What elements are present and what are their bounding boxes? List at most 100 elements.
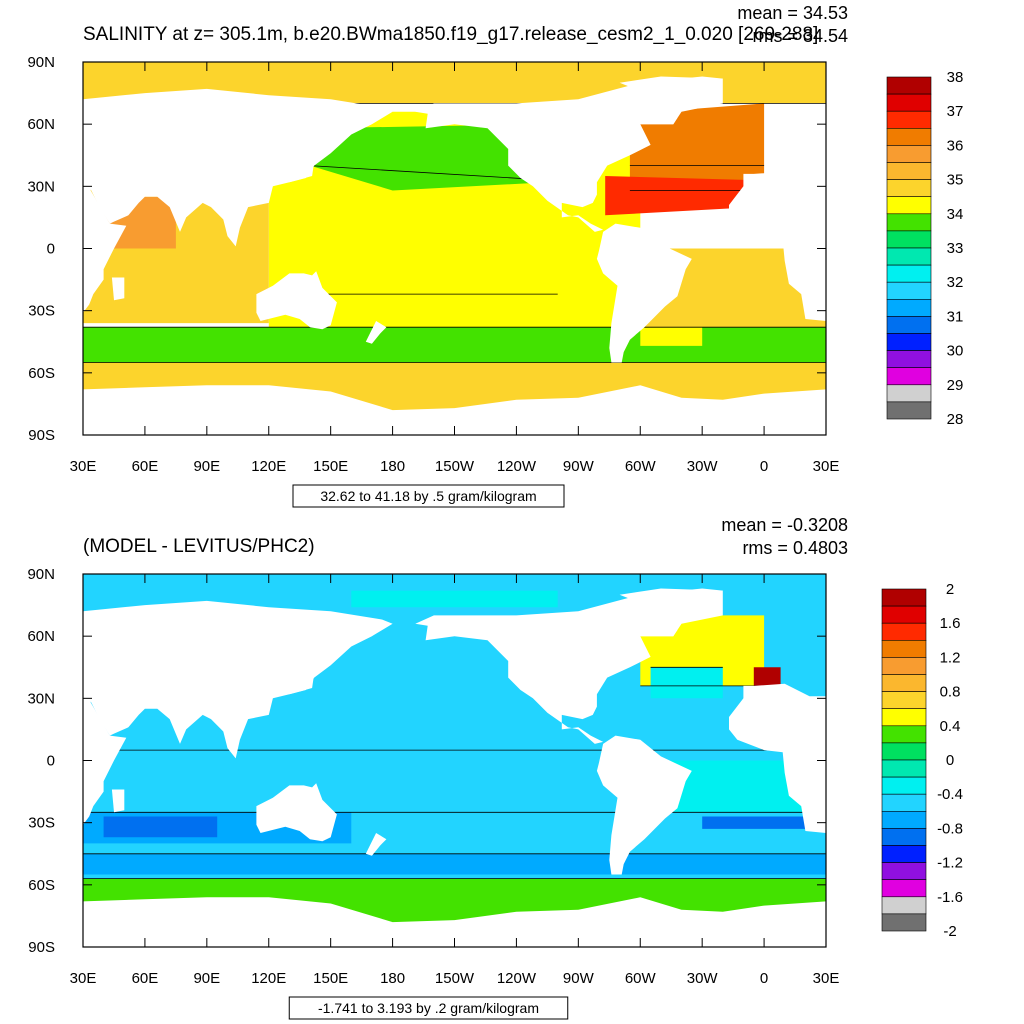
colorbar-label: 32: [947, 274, 964, 291]
colorbar-label: 37: [947, 103, 964, 120]
caption-box: [292, 484, 565, 508]
colorbar-swatch: [886, 281, 932, 300]
colorbar-swatch: [881, 810, 927, 829]
y-tick-label: 60N: [27, 628, 55, 645]
chart-title: (MODEL - LEVITUS/PHC2): [83, 536, 315, 557]
colorbar-label: 28: [947, 411, 964, 428]
colorbar-label: -0.4: [937, 786, 963, 803]
land-antarctica: [83, 897, 826, 947]
colorbar-swatch: [881, 657, 927, 675]
land-newzealand: [365, 321, 387, 344]
colorbar-swatch: [881, 776, 927, 795]
field-indian-ocean: [640, 248, 826, 328]
field-north-atlantic: [629, 103, 765, 191]
land-masks: [83, 76, 826, 435]
field-gulf-stream: [650, 667, 723, 699]
colorbar-swatch: [886, 401, 932, 420]
colorbar-swatch: [886, 298, 932, 317]
colorbar-swatch: [881, 913, 927, 932]
colorbar: 2 1.6 1.2 0.8 0.4 0 -0.4 -0.8 -1.2 -1.6 -2: [881, 581, 963, 940]
colorbar-label: 1.2: [940, 649, 961, 666]
stat-mean: mean = 34.53: [737, 3, 848, 23]
land-eurasia: [83, 88, 393, 247]
colorbar-swatch: [886, 213, 932, 232]
axis-ticks: 30E 60E 90E 120E 150E 180 150W 120W 90W 60W 30W 0 30…: [27, 566, 839, 987]
x-tick-label: 90E: [193, 458, 220, 475]
y-tick-label: 60S: [28, 365, 55, 382]
colorbar-label: 0: [946, 752, 954, 769]
colorbar-swatch: [881, 708, 927, 727]
caption-text: -1.741 to 3.193 by .2 gram/kilogram: [318, 1000, 539, 1016]
stat-rms: rms = 34.54: [752, 26, 848, 46]
x-tick-label: 60W: [625, 970, 657, 987]
x-tick-label: 30E: [70, 458, 97, 475]
x-tick-label: 120W: [497, 970, 537, 987]
x-tick-label: 150E: [313, 458, 348, 475]
land-samerica: [596, 735, 692, 875]
colorbar-swatch: [881, 588, 927, 607]
x-tick-label: 90E: [193, 970, 220, 987]
field-south-indian-ocean: [702, 816, 826, 829]
colorbar-label: -1.6: [937, 889, 963, 906]
land-greenland: [619, 76, 723, 125]
colorbar-swatch: [886, 264, 932, 283]
y-tick-label: 90S: [28, 427, 55, 444]
x-tick-label: 150W: [435, 458, 475, 475]
land-newzealand: [365, 833, 387, 856]
x-tick-label: 150W: [435, 970, 475, 987]
colorbar-label: 0.8: [940, 684, 961, 701]
x-tick-label: 90W: [563, 970, 595, 987]
colorbar-swatch: [886, 162, 932, 180]
y-tick-label: 0: [47, 241, 55, 258]
colorbar: 38 37 36 35 34 33 32 31 30 29 28: [886, 69, 964, 428]
colorbar-label: -2: [943, 923, 956, 940]
colorbar-swatch: [886, 179, 932, 198]
axis-ticks: 30E 60E 90E 120E 150E 180 150W 120W 90W 60W 30W 0 30…: [27, 54, 839, 475]
x-tick-label: 120E: [251, 458, 286, 475]
y-tick-label: 30N: [27, 690, 55, 707]
colorbar-label: 36: [947, 137, 964, 154]
colorbar-swatch: [881, 725, 927, 744]
land-africa: [729, 171, 826, 321]
land-madagascar: [111, 277, 125, 301]
colorbar-label: 35: [947, 172, 964, 189]
x-tick-label: 120W: [497, 458, 537, 475]
colorbar-swatch: [881, 845, 927, 863]
colorbar-swatch: [881, 674, 927, 692]
colorbar-swatch: [886, 333, 932, 351]
colorbar-swatch: [886, 247, 932, 266]
land-samerica: [596, 223, 692, 363]
stat-mean: mean = -0.3208: [721, 515, 848, 535]
x-tick-label: 120E: [251, 970, 286, 987]
y-tick-label: 90N: [27, 54, 55, 71]
chart-title: SALINITY at z= 305.1m, b.e20.BWma1850.f1…: [83, 24, 818, 45]
x-tick-label: 180: [380, 458, 405, 475]
y-tick-label: 30S: [28, 815, 55, 832]
colorbar-swatch: [881, 828, 927, 846]
land-greenlandTip: [640, 623, 678, 637]
colorbar-swatch: [886, 367, 932, 386]
colorbar-label: 31: [947, 308, 964, 325]
colorbar-swatch: [881, 793, 927, 812]
land-japan: [289, 161, 315, 183]
field-subtropical-north-atlantic: [605, 176, 754, 216]
colorbar-swatch: [886, 230, 932, 249]
land-madagascar: [111, 789, 125, 813]
chart-panel-2: 30E 60E 90E 120E 150E 180 150W 120W 90W 60W 30W 0 30…: [27, 515, 963, 1020]
colorbar-swatch: [886, 76, 932, 95]
map-area: [83, 62, 826, 435]
colorbar-label: -1.2: [937, 855, 963, 872]
x-tick-label: 30E: [813, 970, 840, 987]
colorbar-label: 34: [947, 206, 964, 223]
colorbar-swatch: [886, 128, 932, 146]
colorbar-swatch: [886, 110, 932, 129]
colorbar-swatch: [886, 196, 932, 215]
x-tick-label: 30E: [813, 458, 840, 475]
colorbar-label: -0.8: [937, 820, 963, 837]
x-tick-label: 30W: [687, 458, 719, 475]
colorbar-swatch: [881, 622, 927, 641]
contour-lines: [83, 666, 826, 879]
land-antarctica: [83, 385, 826, 435]
colorbar-swatch: [881, 742, 927, 761]
